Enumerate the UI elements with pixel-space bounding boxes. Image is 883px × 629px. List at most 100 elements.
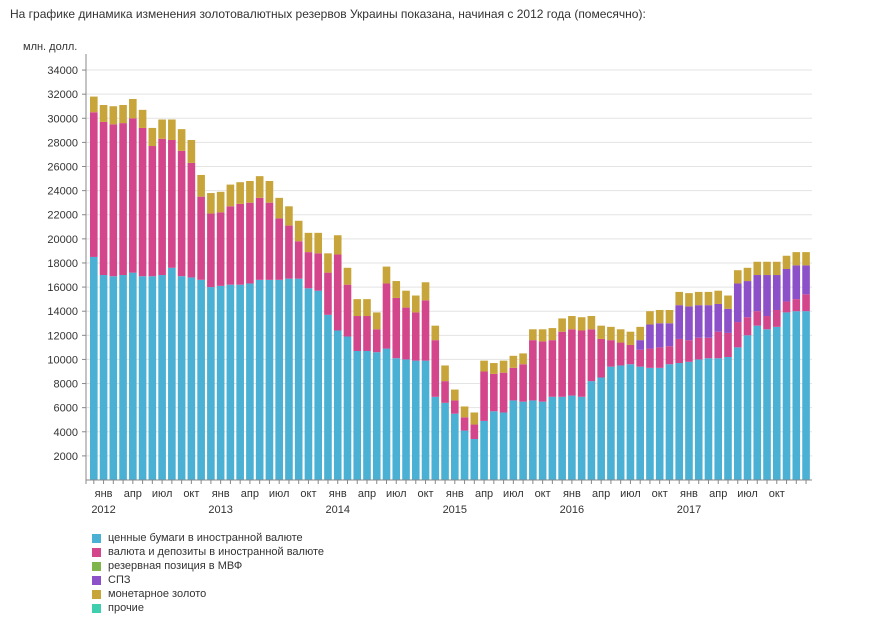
bar-segment [148, 146, 157, 277]
x-axis: янв апр июл окт янв апр июл окт янв апр июл окт янв а… [86, 479, 812, 516]
bar-segment [704, 358, 713, 480]
bar-segment [499, 412, 508, 480]
bar-segment [694, 305, 703, 338]
bar-segment [382, 266, 391, 284]
bar-segment [685, 306, 693, 341]
bar-segment [294, 241, 303, 279]
bar-segment [255, 176, 264, 198]
bar-segment [509, 400, 518, 480]
bar-segment [168, 139, 176, 268]
bar-segment [177, 129, 186, 151]
bar-segment [607, 326, 615, 341]
bar-segment [636, 366, 644, 480]
legend-label: монетарное золото [108, 588, 207, 600]
bar-segment [138, 127, 147, 277]
bar-segment [490, 411, 498, 480]
bar-segment [294, 278, 303, 480]
bar-segment [665, 346, 674, 365]
bar-segment [704, 305, 713, 338]
bar-segment [216, 191, 225, 213]
bar-segment [587, 381, 596, 480]
legend: ценные бумаги в иностранной валюте валюта… [92, 531, 324, 615]
y-tick-label: 8000 [54, 379, 78, 391]
bar-segment [197, 279, 205, 480]
bar-segment [568, 329, 576, 396]
bar-segment [626, 344, 635, 365]
bar-segment [324, 314, 332, 480]
x-month-label: окт [535, 488, 551, 500]
bar-segment [333, 254, 342, 331]
y-tick-label: 24000 [47, 186, 78, 198]
legend-swatch [92, 575, 101, 585]
bar-segment [753, 261, 762, 276]
bar-segment [343, 336, 352, 480]
bar-segment [548, 396, 557, 480]
bar-segment [421, 282, 430, 301]
bar-segment [480, 371, 488, 421]
bar-segment [421, 300, 430, 361]
bar-segment [802, 252, 810, 266]
bar-segment [343, 284, 352, 337]
bar-segment [275, 218, 283, 280]
x-month-label: окт [417, 488, 433, 500]
bar-segment [568, 316, 576, 330]
bar-segment [792, 265, 801, 300]
x-month-label: июл [386, 488, 407, 500]
legend-swatch [92, 589, 101, 599]
x-month-label: апр [475, 488, 493, 500]
bar-segment [460, 406, 469, 418]
bar-segment [733, 270, 742, 284]
bar-segment [577, 317, 586, 331]
chart-caption: На графике динамика изменения золотовалю… [10, 7, 646, 21]
bar-segment [538, 401, 547, 480]
bar-segment [90, 256, 98, 480]
bar-segment [158, 138, 166, 276]
bar-segment [285, 225, 293, 279]
bar-segment [792, 311, 801, 480]
bar-segment [636, 340, 644, 350]
bar-segment [411, 360, 420, 480]
bar-segment [714, 290, 723, 304]
y-tick-label: 28000 [47, 137, 78, 149]
bar-segment [411, 312, 420, 361]
bar-segment [782, 301, 791, 313]
x-month-label: июл [269, 488, 290, 500]
bar-segment [177, 150, 186, 277]
bar-segment [558, 331, 566, 397]
y-tick-label: 32000 [47, 89, 78, 101]
bar-segment [558, 396, 566, 480]
bar-segment [714, 358, 723, 480]
bar-segment [763, 316, 771, 330]
bar-segment [304, 232, 313, 253]
bar-segment [655, 367, 664, 480]
bar-segment [265, 202, 274, 280]
legend-item: прочие [92, 601, 324, 615]
legend-item: СПЗ [92, 573, 324, 587]
bar-segment [763, 275, 771, 317]
bar-segment [646, 367, 654, 480]
bar-segment [509, 367, 518, 401]
x-month-label: июл [503, 488, 524, 500]
bar-segment [148, 276, 157, 480]
x-month-label: окт [183, 488, 199, 500]
bar-segment [558, 318, 566, 332]
x-year-label: 2015 [443, 504, 467, 516]
bar-segment [646, 348, 654, 368]
bar-segment [733, 283, 742, 323]
y-tick-label: 12000 [47, 330, 78, 342]
legend-label: ценные бумаги в иностранной валюте [108, 532, 303, 544]
bar-segment [694, 359, 703, 480]
legend-label: валюта и депозиты в иностранной валюте [108, 546, 325, 558]
bar-segment [597, 338, 605, 378]
bar-segment [714, 303, 723, 332]
bar-segment [460, 430, 469, 480]
bar-segment [246, 283, 254, 480]
bar-segment [480, 420, 488, 480]
y-tick-label: 22000 [47, 210, 78, 222]
bar-segment [207, 213, 215, 288]
x-month-label: окт [769, 488, 785, 500]
bar-segment [636, 349, 644, 367]
bar-segment [402, 359, 410, 480]
bar-segment [519, 401, 527, 480]
bar-segment [168, 267, 176, 480]
